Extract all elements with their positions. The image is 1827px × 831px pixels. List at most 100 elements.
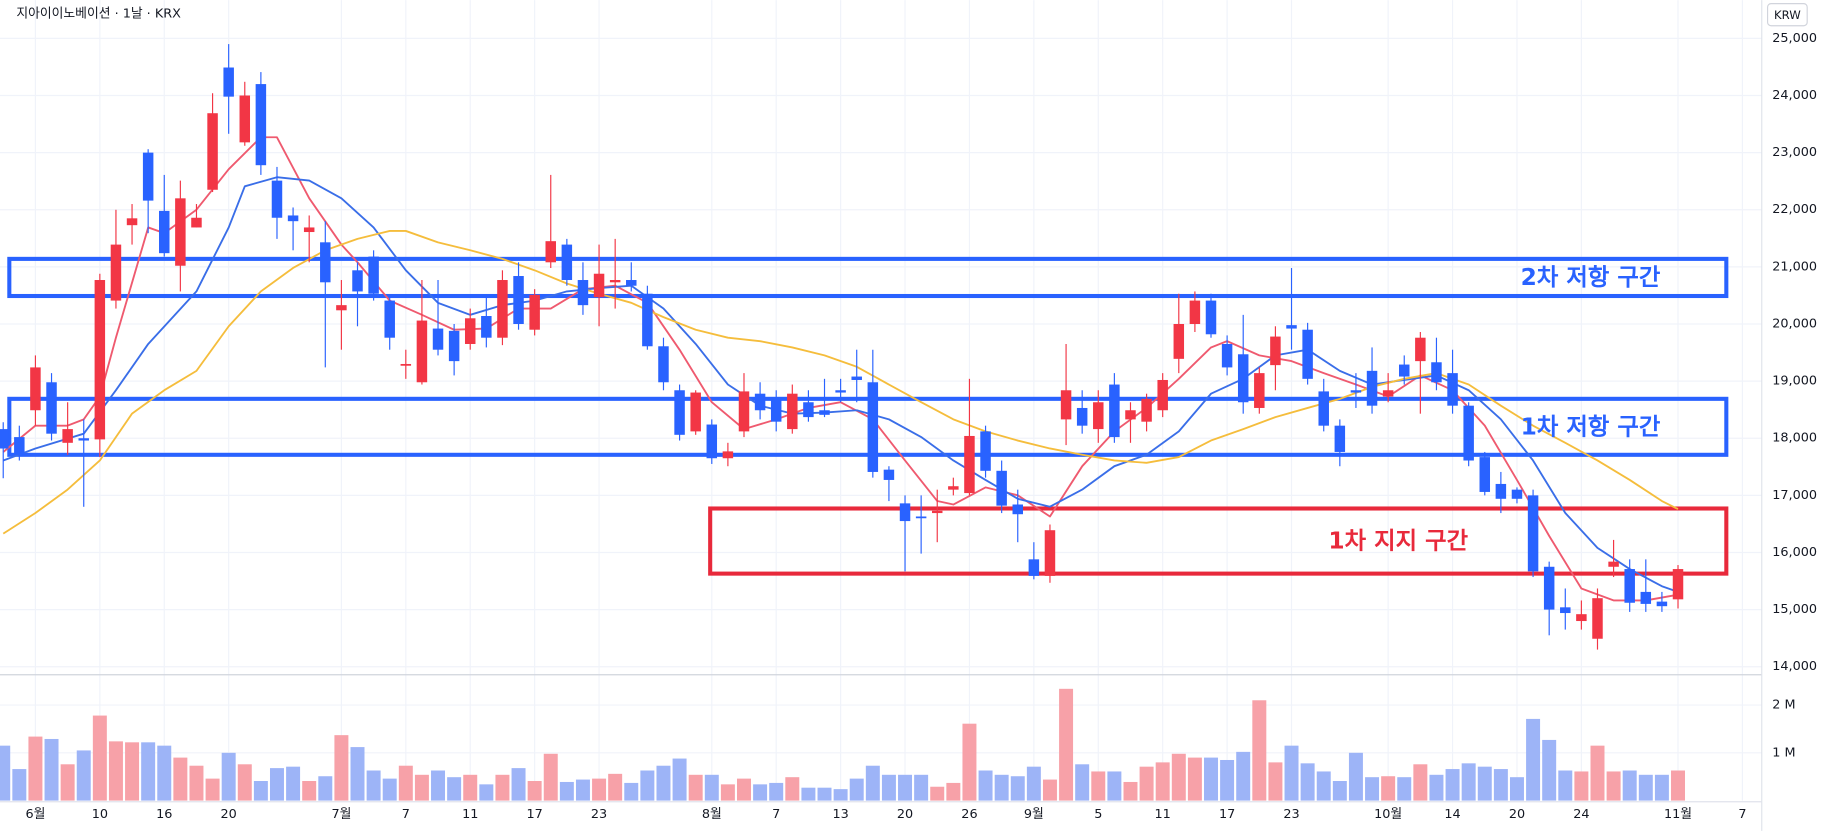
volume-tick-label: 1 M <box>1772 745 1795 760</box>
candle-body <box>851 376 862 380</box>
x-tick-label: 8월 <box>702 807 722 822</box>
volume-bar <box>173 757 188 801</box>
volume-bar <box>881 774 896 801</box>
x-tick-label: 24 <box>1573 807 1589 822</box>
candle-body <box>1640 591 1652 604</box>
volume-bar <box>463 774 478 801</box>
candle-body <box>948 486 959 490</box>
volume-bar <box>189 765 204 801</box>
volume-bar <box>1026 766 1041 801</box>
candle-body <box>1302 329 1313 379</box>
candle-body <box>964 435 975 494</box>
candle-body <box>577 280 589 306</box>
candle-body <box>368 256 379 294</box>
volume-bar <box>1461 763 1476 801</box>
candle-body <box>1382 390 1394 397</box>
volume-bar <box>1107 771 1122 801</box>
volume-bar <box>1477 766 1492 801</box>
volume-tick-label: 2 M <box>1772 698 1795 713</box>
candle-body <box>62 429 73 443</box>
volume-bar <box>1413 764 1428 801</box>
volume-bar <box>1381 776 1396 801</box>
candle-body <box>1543 566 1555 610</box>
x-tick-label: 7 <box>1738 807 1746 822</box>
candle-body <box>287 215 299 222</box>
volume-bar <box>720 784 735 801</box>
volume-bar <box>431 770 446 801</box>
candle-body <box>561 244 573 281</box>
x-tick-label: 20 <box>897 807 913 822</box>
candle-body <box>658 346 669 383</box>
x-tick-label: 11 <box>462 807 478 822</box>
candle-body <box>78 438 89 441</box>
candle-body <box>1447 373 1458 406</box>
candle-body <box>1560 607 1571 614</box>
x-tick-label: 7월 <box>331 807 351 822</box>
candle-body <box>1318 391 1329 426</box>
x-tick-label: 20 <box>221 807 237 822</box>
candle-body <box>690 392 701 432</box>
candle-body <box>1479 457 1491 492</box>
y-tick-label: 21,000 <box>1772 259 1817 274</box>
volume-bar <box>930 786 945 801</box>
y-tick-label: 14,000 <box>1772 659 1817 674</box>
candle-body <box>706 424 718 459</box>
volume-bar <box>398 765 413 801</box>
chart-title: 지아이이노베이션 · 1날 · KRX <box>16 7 181 22</box>
x-tick-label: 16 <box>156 807 172 822</box>
volume-bar <box>108 741 123 801</box>
candle-body <box>545 241 556 263</box>
volume-bar <box>447 777 462 801</box>
volume-bar <box>141 742 156 801</box>
volume-bar <box>769 782 784 801</box>
candle-body <box>271 180 283 218</box>
x-tick-label: 10 <box>92 807 108 822</box>
volume-bar <box>1139 766 1154 801</box>
candle-body <box>303 227 315 233</box>
volume-bar <box>1654 774 1669 801</box>
volume-bar <box>1509 777 1524 801</box>
volume-bar <box>592 778 607 801</box>
zone-label: 1차 저항 구간 <box>1521 413 1661 440</box>
candle-body <box>497 280 508 338</box>
x-tick-label: 17 <box>1219 807 1235 822</box>
candle-body <box>1076 407 1088 426</box>
volume-bar <box>656 765 671 801</box>
candle-body <box>1093 402 1104 430</box>
volume-bar <box>44 738 59 801</box>
volume-bar <box>898 774 913 801</box>
candle-body <box>1254 373 1265 408</box>
candle-body <box>1286 325 1297 329</box>
y-tick-label: 18,000 <box>1772 431 1817 446</box>
candle-body <box>883 469 895 480</box>
volume-bar <box>946 782 961 801</box>
candle-body <box>1189 300 1201 324</box>
y-tick-label: 19,000 <box>1772 374 1817 389</box>
volume-bar <box>1123 781 1138 801</box>
volume-bar <box>1671 770 1686 801</box>
volume-bar <box>0 745 11 801</box>
volume-bar <box>495 774 510 801</box>
candle-body <box>1350 390 1362 393</box>
x-tick-label: 23 <box>591 807 607 822</box>
candle-body <box>1431 362 1442 383</box>
candle-body <box>1221 343 1233 368</box>
volume-bar <box>286 766 301 801</box>
volume-bar <box>1590 745 1605 801</box>
y-tick-label: 16,000 <box>1772 545 1817 560</box>
candle-body <box>159 210 170 254</box>
volume-bar <box>575 779 590 801</box>
zone-label: 1차 지지 구간 <box>1328 528 1468 555</box>
candle-body <box>1511 489 1523 499</box>
volume-bar <box>1526 718 1541 801</box>
volume-bar <box>1236 751 1251 801</box>
x-tick-label: 6월 <box>25 807 45 822</box>
volume-bar <box>785 777 800 801</box>
volume-bar <box>350 747 365 801</box>
volume-bar <box>865 765 880 801</box>
volume-bar <box>640 770 655 801</box>
candle-body <box>94 280 106 440</box>
volume-bar <box>672 758 687 801</box>
volume-bar <box>817 787 832 801</box>
candle-body <box>0 429 9 449</box>
